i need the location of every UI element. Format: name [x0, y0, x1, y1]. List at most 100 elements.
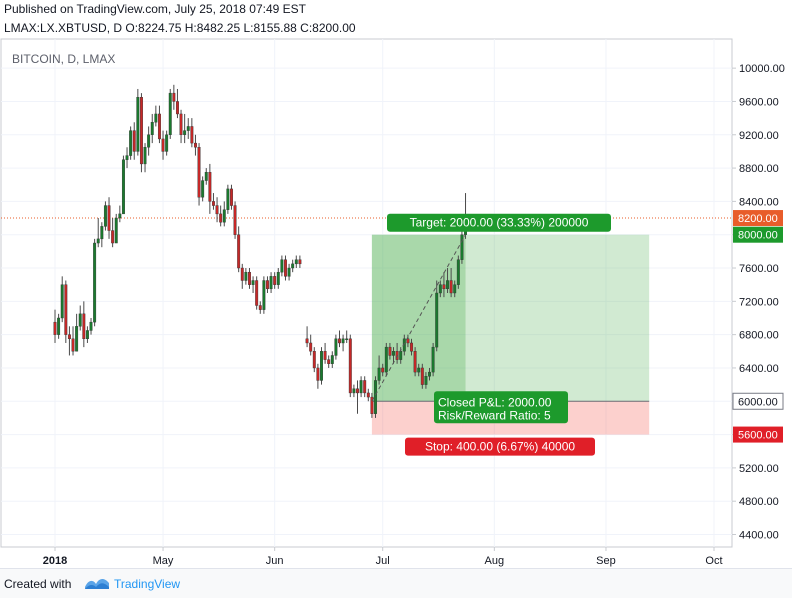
- y-tick-label: 4800.00: [739, 496, 779, 508]
- price-axis[interactable]: 10000.00 9600.00 9200.00 8800.00 8400.00 8000…: [732, 63, 785, 542]
- candle-body: [320, 351, 323, 381]
- candle-body: [111, 230, 115, 244]
- candle-body: [284, 259, 287, 277]
- candle-body: [327, 359, 331, 364]
- candle-body: [388, 346, 392, 356]
- candle-body: [446, 280, 449, 290]
- candle-body: [78, 313, 82, 327]
- candle-body: [154, 113, 158, 123]
- candle-body: [384, 346, 388, 373]
- candle-body: [193, 142, 197, 148]
- y-tick-label: 6400.00: [739, 363, 779, 375]
- candle-body: [269, 276, 273, 290]
- closed-label-bg: [434, 391, 568, 424]
- candle-body: [230, 188, 233, 206]
- candle-body: [219, 213, 223, 223]
- candle-body: [168, 92, 172, 135]
- candle-body: [435, 292, 439, 348]
- x-tick-label: Sep: [596, 555, 616, 567]
- candle-body: [377, 367, 381, 381]
- last-price-marker-text: 8200.00: [738, 213, 778, 225]
- candle-body: [233, 205, 237, 235]
- candle-body: [330, 355, 334, 364]
- price-chart[interactable]: Target: 2000.00 (33.33%) 200000 Closed P&…: [0, 38, 792, 568]
- candle-body: [60, 284, 64, 319]
- x-tick-label: May: [153, 555, 174, 567]
- candle-body: [348, 338, 352, 394]
- candle-body: [312, 351, 316, 369]
- tradingview-brand-link[interactable]: TradingView: [114, 577, 181, 591]
- candle-body: [413, 351, 417, 373]
- candle-body: [449, 280, 453, 294]
- x-tick-label: 2018: [43, 555, 67, 567]
- candle-body: [356, 388, 359, 394]
- candles: [53, 84, 467, 418]
- candle-body: [352, 388, 356, 394]
- candle-body: [399, 351, 403, 360]
- candle-body: [309, 342, 313, 352]
- candle-body: [201, 180, 205, 198]
- candle-body: [183, 130, 187, 135]
- candle-body: [179, 113, 183, 135]
- candle-body: [294, 259, 298, 265]
- candle-body: [226, 188, 230, 210]
- target-label-bg: [387, 213, 611, 232]
- x-tick-label: Jun: [266, 555, 284, 567]
- candle-body: [424, 376, 428, 385]
- target-label: Target: 2000.00 (33.33%) 200000: [387, 213, 611, 232]
- target-zone[interactable]: [371, 234, 650, 402]
- candle-body: [453, 284, 457, 294]
- candle-body: [374, 380, 377, 414]
- candle-body: [381, 367, 385, 373]
- candle-body: [85, 330, 89, 340]
- x-tick-label: Oct: [705, 555, 722, 567]
- x-tick-label: Jul: [376, 555, 390, 567]
- candle-body: [211, 201, 215, 206]
- time-axis[interactable]: 2018 May Jun Jul Aug Sep Oct: [43, 547, 723, 567]
- target-price-marker-text: 8000.00: [738, 230, 778, 242]
- candle-body: [456, 259, 460, 285]
- candle-body: [136, 97, 140, 152]
- entry-price-marker-border: [732, 392, 784, 410]
- position-zones[interactable]: [1, 217, 732, 435]
- y-tick-label: 9200.00: [739, 130, 779, 142]
- candle-body: [345, 338, 349, 341]
- entry-price-marker-bg: [733, 393, 783, 410]
- footer: Created with TradingView: [0, 568, 792, 598]
- candle-body: [316, 367, 320, 381]
- candle-body: [255, 280, 259, 306]
- entry-price-marker: 6000.00: [733, 393, 783, 410]
- candle-body: [118, 213, 122, 219]
- candle-body: [186, 126, 190, 131]
- candle-body: [248, 271, 251, 285]
- tradingview-logo-icon: [85, 578, 109, 589]
- candle-body: [208, 172, 212, 202]
- stop-price-marker-bg: [733, 426, 783, 443]
- y-tick-label: 7600.00: [739, 263, 779, 275]
- candle-body: [57, 317, 61, 335]
- trade-path-line: [371, 234, 466, 402]
- candle-body: [273, 276, 277, 285]
- y-tick-label: 10000.00: [739, 63, 785, 75]
- candle-body: [150, 122, 154, 135]
- candle-body: [291, 263, 295, 269]
- candle-body: [157, 113, 161, 140]
- candle-body: [222, 209, 226, 223]
- candle-body: [442, 284, 446, 290]
- candle-body: [244, 271, 248, 281]
- y-tick-label: 8400.00: [739, 196, 779, 208]
- candle-body: [237, 234, 241, 269]
- candle-body: [165, 134, 169, 152]
- candle-body: [161, 138, 165, 152]
- candle-body: [266, 280, 269, 290]
- candle-body: [82, 313, 86, 340]
- candle-body: [197, 147, 201, 198]
- candle-body: [417, 367, 421, 373]
- risk-reward-text: Risk/Reward Ratio: 5: [438, 408, 551, 422]
- candle-body: [280, 259, 284, 273]
- candle-body: [338, 338, 341, 344]
- candle-body: [305, 338, 309, 344]
- y-tick-label: 8800.00: [739, 163, 779, 175]
- y-tick-label: 5200.00: [739, 463, 779, 475]
